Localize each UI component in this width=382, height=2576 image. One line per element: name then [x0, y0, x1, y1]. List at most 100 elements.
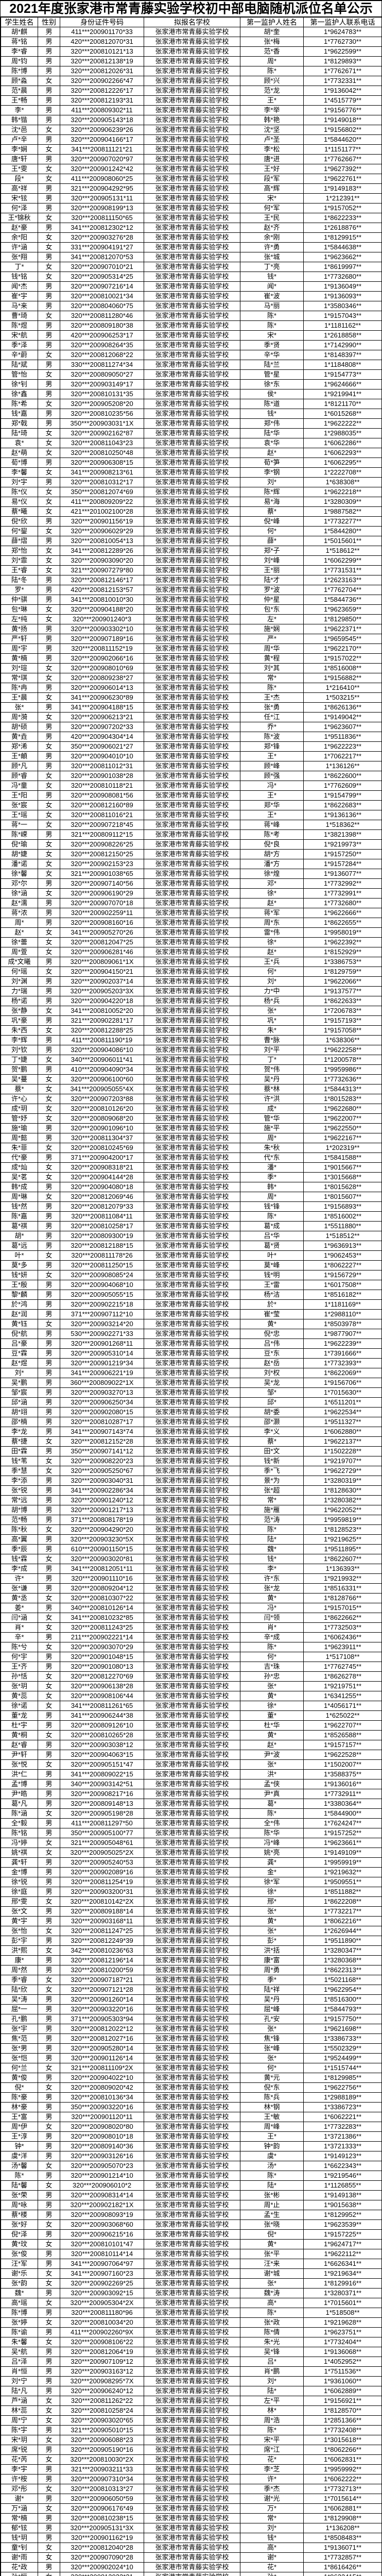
student-name-cell: 胡*硕 — [1, 722, 38, 732]
table-row: 魏* 男 320***200903092*15 张家港市常青藤实验学校 魏*涛 1*328… — [1, 2288, 382, 2298]
id-number-cell: 320***200903200*31 — [60, 1887, 144, 1897]
table-row: 吕*豪男 320***200901268*11 张家港市常青藤实验学校 吕*伟 1*96… — [1, 1338, 382, 1349]
gender-cell: 女 — [38, 1270, 60, 1280]
id-number-cell: 341***200810010*30 — [60, 595, 144, 605]
student-name-cell: 邵*楠 — [1, 1417, 38, 1427]
table-row: 崔*宇男 320***200810021*34 张家港市常青藤实验学校 崔*波 1*91… — [1, 291, 382, 301]
school-cell: 张家港市常青藤实验学校 — [144, 174, 240, 184]
table-row: 高*瑶女 320***200905304*2X 张家港市常青藤实验学校 高* 1*701… — [1, 2298, 382, 2308]
phone-cell: 1*9621698** — [303, 2024, 382, 2034]
student-name-cell: 张*静 — [1, 1006, 38, 1016]
gender-cell: 男 — [38, 330, 60, 341]
guardian-name-cell: 冯*峰 — [240, 1838, 304, 1848]
gender-cell: 女 — [38, 76, 60, 86]
gender-cell: 男 — [38, 2014, 60, 2024]
phone-cell: 1*9219751** — [303, 1681, 382, 1691]
school-cell: 张家港市常青藤实验学校 — [144, 2141, 240, 2151]
id-number-cell: 320***200810021*34 — [60, 291, 144, 301]
id-number-cell: 320***200902037*14 — [60, 976, 144, 987]
phone-cell: 1*9623539** — [303, 2219, 382, 2230]
gender-cell: 男 — [38, 2200, 60, 2210]
guardian-name-cell: 赵* — [240, 947, 304, 957]
gender-cell: 男 — [38, 1378, 60, 1388]
phone-cell: 1*1181169** — [303, 1299, 382, 1310]
guardian-name-cell: 崔*波 — [240, 291, 304, 301]
student-name-cell: 李*馨 — [1, 467, 38, 478]
school-cell: 张家港市常青藤实验学校 — [144, 1436, 240, 1447]
gender-cell: 女 — [38, 272, 60, 282]
school-cell: 张家港市常青藤实验学校 — [144, 2014, 240, 2024]
student-name-cell: 谢*乐 — [1, 2268, 38, 2279]
guardian-name-cell: 闻* — [240, 281, 304, 292]
student-name-cell: 张* — [1, 702, 38, 713]
student-name-cell: 季*睿 — [1, 1975, 38, 1985]
student-name-cell: 高*翼 — [1, 1534, 38, 1545]
id-number-cell: 320***200812064*19 — [60, 2347, 144, 2357]
guardian-name-cell: 顾*峰 — [240, 761, 304, 771]
gender-cell: 男 — [38, 2288, 60, 2298]
id-number-cell: 320***200903020*81 — [60, 1554, 144, 1564]
student-name-cell: 谢*雨 — [1, 2552, 38, 2563]
student-name-cell: 陈*秋 — [1, 1524, 38, 1535]
phone-cell: 1*8129952** — [303, 2210, 382, 2220]
school-cell: 张家港市常青藤实验学校 — [144, 1877, 240, 1887]
table-row: 李*娴女 341***200811121*21 张家港市常青藤实验学校 李*松 1*11… — [1, 144, 382, 155]
gender-cell: 女 — [38, 663, 60, 673]
student-name-cell: 闫*涵 — [1, 1613, 38, 1623]
gender-cell: 男 — [38, 2210, 60, 2220]
gender-cell: 男 — [38, 1906, 60, 1917]
student-name-cell: 李* — [1, 105, 38, 115]
id-number-cell: 341***200902286*34 — [60, 1485, 144, 1496]
student-name-cell: 赵*濡 — [1, 898, 38, 908]
student-name-cell: 倪*泽 — [1, 2229, 38, 2240]
phone-cell: 1*625022** — [303, 1710, 382, 1721]
id-number-cell: 320***200903270*13 — [60, 1387, 144, 1398]
phone-cell: 1*5841588** — [303, 1153, 382, 1163]
school-cell: 张家港市常青藤实验学校 — [144, 2073, 240, 2083]
student-name-cell: 余*阳 — [1, 232, 38, 243]
guardian-name-cell: 葛* — [240, 1799, 304, 1809]
phone-cell: 1*6062889** — [303, 2386, 382, 2396]
gender-cell: 男 — [38, 1397, 60, 1408]
school-cell: 张家港市常青藤实验学校 — [144, 604, 240, 615]
school-cell: 张家港市常青藤实验学校 — [144, 506, 240, 517]
school-cell: 张家港市常青藤实验学校 — [144, 2523, 240, 2533]
table-row: 孙*恒女320***200812022*21张家港市常青藤实验学校孙*1*962… — [1, 2572, 382, 2576]
id-number-cell: 320***200903220*16 — [60, 2004, 144, 2014]
school-cell: 张家港市常青藤实验学校 — [144, 2219, 240, 2230]
school-cell: 张家港市常青藤实验学校 — [144, 575, 240, 585]
phone-cell: 1*8129985** — [303, 2073, 382, 2083]
guardian-name-cell: 徐*军 — [240, 1877, 304, 1887]
id-number-cell: 320***200810265*28 — [60, 1730, 144, 1740]
phone-cell: 1*9622599** — [303, 46, 382, 57]
id-number-cell: 320***200908264*35 — [60, 340, 144, 350]
phone-cell: 1*9623751** — [303, 2327, 382, 2337]
school-cell: 张家港市常青藤实验学校 — [144, 2190, 240, 2200]
school-cell: 张家港市常青藤实验学校 — [144, 105, 240, 115]
phone-cell: 1*9157284** — [303, 859, 382, 869]
gender-cell: 男 — [38, 2249, 60, 2259]
phone-cell: 1*9219628** — [303, 2317, 382, 2328]
student-name-cell: 孟*博 — [1, 1779, 38, 1789]
id-number-cell: 320***200906213*21 — [60, 712, 144, 722]
gender-cell: 女 — [38, 164, 60, 174]
table-row: 肖* 女 320***200811243*25 张家港市常青藤实验学校 肖* 1*7732… — [1, 1622, 382, 1633]
id-number-cell: 371***200808178*19 — [60, 1515, 144, 1525]
student-name-cell: 许*涵 — [1, 242, 38, 252]
student-name-cell: 吴*鹏 — [1, 1378, 38, 1388]
gender-cell: 男 — [38, 1857, 60, 1868]
phone-cell: 1*9156729** — [303, 1270, 382, 1280]
school-cell: 张家港市常青藤实验学校 — [144, 1554, 240, 1564]
table-row: 曹*琦女 320***200811280*46 张家港市常青藤实验学校 陈* 1*915… — [1, 311, 382, 321]
school-cell: 张家港市常青藤实验学校 — [144, 1241, 240, 1251]
guardian-name-cell: 陈* — [240, 1211, 304, 1222]
student-name-cell: 周*漪 — [1, 712, 38, 722]
id-number-cell: 320***200908010*18 — [60, 2131, 144, 2142]
school-cell: 张家港市常青藤实验学校 — [144, 1710, 240, 1721]
guardian-name-cell: 洪* — [240, 1769, 304, 1780]
school-cell: 张家港市常青藤实验学校 — [144, 643, 240, 654]
id-number-cell: 320***200908199*13 — [60, 203, 144, 213]
table-row: 赵*萌女 320***200810250*48 张家港市常青藤实验学校 赵* 1*606… — [1, 448, 382, 458]
table-row: 徐*庭男 320***200903200*31 张家港市常青藤实验学校 徐* 1*851… — [1, 1887, 382, 1897]
id-number-cell: 320***200905055*15 — [60, 1290, 144, 1300]
